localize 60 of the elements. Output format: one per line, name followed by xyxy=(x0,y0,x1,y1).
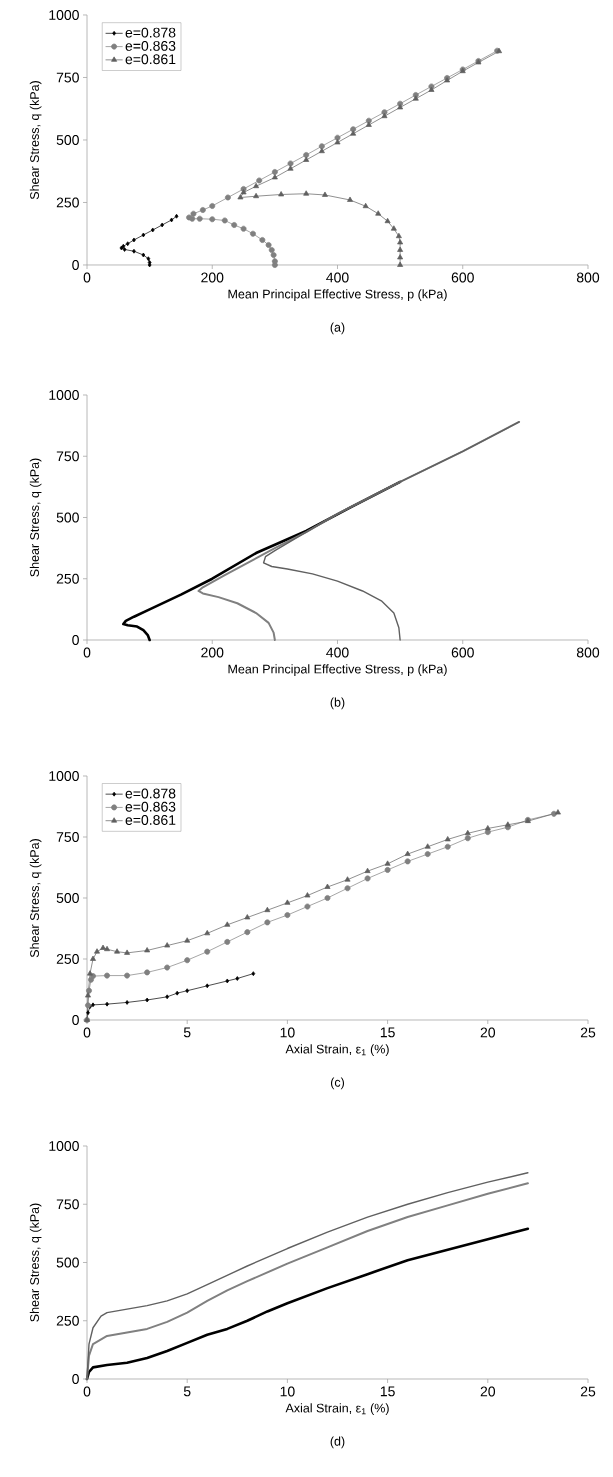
legend-label: e=0.878 xyxy=(125,788,176,799)
x-tick-label: 0 xyxy=(83,647,91,658)
text: (a) xyxy=(330,322,345,335)
y-tick-label: 1000 xyxy=(49,771,79,781)
legend-label: e=0.863 xyxy=(125,801,176,812)
y-tick-label: 1000 xyxy=(49,1141,79,1151)
x-tick-label: 15 xyxy=(380,1386,395,1397)
legend-label: e=0.861 xyxy=(125,815,176,825)
y-axis-title: Shear Stress, q (kPa) xyxy=(29,81,42,200)
y-tick-label: 1000 xyxy=(49,390,79,400)
y-tick-label: 750 xyxy=(56,72,79,83)
x-tick-label: 400 xyxy=(326,272,349,283)
y-axis-title: Shear Stress, q (kPa) xyxy=(29,839,42,958)
text: (b) xyxy=(330,697,345,710)
y-tick-label: 750 xyxy=(56,1199,79,1210)
x-tick-label: 200 xyxy=(201,272,224,283)
y-tick-label: 0 xyxy=(72,1374,79,1384)
text: (d) xyxy=(330,1436,345,1449)
y-tick-label: 500 xyxy=(56,135,79,145)
x-tick-label: 200 xyxy=(201,647,224,658)
y-tick-label: 750 xyxy=(56,451,79,462)
x-tick-label: 800 xyxy=(576,272,600,283)
y-tick-label: 250 xyxy=(56,573,79,584)
y-tick-label: 500 xyxy=(56,1257,79,1268)
x-tick-label: 600 xyxy=(451,272,474,283)
y-tick-label: 1000 xyxy=(49,10,79,20)
x-axis-title: Axial Strain, ε$_{1}$ (%) xyxy=(285,1044,389,1056)
x-tick-label: 10 xyxy=(280,1027,295,1038)
legend-label: e=0.861 xyxy=(125,54,176,65)
x-tick-label: 20 xyxy=(480,1386,496,1397)
x-tick-label: 25 xyxy=(580,1027,596,1038)
x-tick-label: 600 xyxy=(451,647,474,658)
y-tick-label: 0 xyxy=(72,260,79,270)
x-axis-title: Axial Strain, ε$_{1}$ (%) xyxy=(285,1403,389,1415)
y-tick-label: 0 xyxy=(72,1015,79,1025)
y-axis-title: Shear Stress, q (kPa) xyxy=(29,458,42,577)
x-tick-label: 20 xyxy=(480,1027,496,1038)
x-tick-label: 5 xyxy=(183,1386,191,1397)
x-tick-label: 400 xyxy=(326,647,349,658)
x-tick-label: 15 xyxy=(380,1027,395,1038)
x-tick-label: 5 xyxy=(183,1027,191,1038)
y-tick-label: 500 xyxy=(56,893,79,903)
y-tick-label: 0 xyxy=(72,635,79,645)
x-tick-label: 10 xyxy=(280,1386,295,1397)
x-tick-label: 25 xyxy=(580,1386,596,1397)
y-tick-label: 250 xyxy=(56,1315,79,1326)
y-tick-label: 500 xyxy=(56,512,79,523)
legend-label: e=0.878 xyxy=(125,27,176,38)
y-tick-label: 750 xyxy=(56,832,79,842)
y-tick-label: 250 xyxy=(56,197,79,208)
x-tick-label: 800 xyxy=(576,647,600,658)
y-tick-label: 250 xyxy=(56,954,79,964)
x-axis-title: Mean Principal Effective Stress, p (kPa) xyxy=(228,664,447,676)
x-tick-label: 0 xyxy=(83,1386,91,1397)
x-axis-title: Mean Principal Effective Stress, p (kPa) xyxy=(228,289,447,301)
text: (c) xyxy=(330,1077,345,1090)
x-tick-label: 0 xyxy=(83,1027,91,1038)
legend-label: e=0.863 xyxy=(125,40,176,51)
x-tick-label: 0 xyxy=(83,272,91,283)
y-axis-title: Shear Stress, q (kPa) xyxy=(29,1203,42,1322)
